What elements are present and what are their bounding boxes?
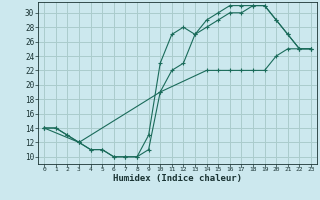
X-axis label: Humidex (Indice chaleur): Humidex (Indice chaleur) (113, 174, 242, 183)
